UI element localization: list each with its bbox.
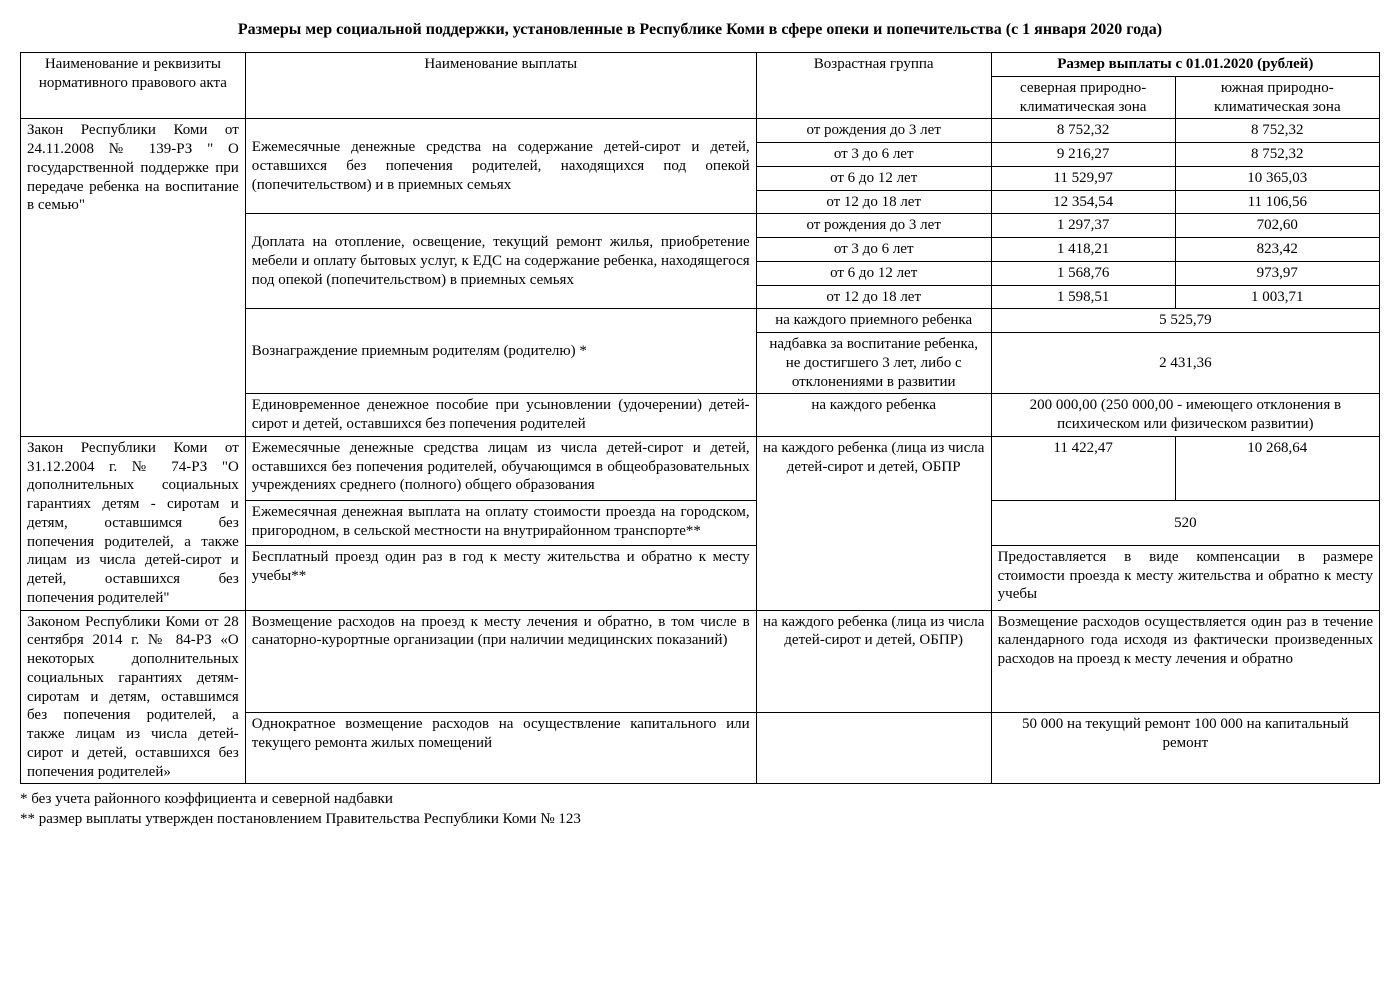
age-cell: от рождения до 3 лет — [756, 214, 991, 238]
south-cell: 8 752,32 — [1175, 143, 1379, 167]
north-cell: 1 568,76 — [991, 261, 1175, 285]
age-cell: на каждого приемного ребенка — [756, 309, 991, 333]
age-cell: от 6 до 12 лет — [756, 261, 991, 285]
south-cell: 10 365,03 — [1175, 166, 1379, 190]
age-cell: от рождения до 3 лет — [756, 119, 991, 143]
age-cell: надбавка за воспитание ребенка, не дости… — [756, 333, 991, 394]
north-cell: 1 418,21 — [991, 238, 1175, 262]
south-cell: 1 003,71 — [1175, 285, 1379, 309]
age-cell — [756, 713, 991, 784]
age-cell: от 12 до 18 лет — [756, 190, 991, 214]
law-cell: Закон Республики Коми от 31.12.2004 г. №… — [21, 436, 246, 610]
page-title: Размеры мер социальной поддержки, устано… — [20, 20, 1380, 40]
table-header-row: Наименование и реквизиты нормативного пр… — [21, 53, 1380, 77]
south-cell: 11 106,56 — [1175, 190, 1379, 214]
header-south: южная природно-климатическая зона — [1175, 76, 1379, 119]
value-cell: 2 431,36 — [991, 333, 1379, 394]
north-cell: 1 598,51 — [991, 285, 1175, 309]
header-north: северная природно-климатическая зона — [991, 76, 1175, 119]
payment-cell: Ежемесячные денежные средства на содержа… — [245, 119, 756, 214]
age-cell: на каждого ребенка (лица из числа детей-… — [756, 610, 991, 713]
age-cell: от 6 до 12 лет — [756, 166, 991, 190]
value-cell: 5 525,79 — [991, 309, 1379, 333]
law-cell: Законом Республики Коми от 28 сентября 2… — [21, 610, 246, 784]
payment-cell: Ежемесячные денежные средства лицам из ч… — [245, 436, 756, 500]
age-cell: на каждого ребенка (лица из числа детей-… — [756, 436, 991, 610]
value-cell: 520 — [991, 501, 1379, 546]
table-row: Закон Республики Коми от 31.12.2004 г. №… — [21, 436, 1380, 500]
south-cell: 702,60 — [1175, 214, 1379, 238]
payment-cell: Возмещение расходов на проезд к месту ле… — [245, 610, 756, 713]
payment-cell: Ежемесячная денежная выплата на оплату с… — [245, 501, 756, 546]
age-cell: на каждого ребенка — [756, 394, 991, 437]
north-cell: 8 752,32 — [991, 119, 1175, 143]
payment-cell: Вознаграждение приемным родителям (родит… — [245, 309, 756, 394]
payment-cell: Единовременное денежное пособие при усын… — [245, 394, 756, 437]
south-cell: 823,42 — [1175, 238, 1379, 262]
header-amount: Размер выплаты с 01.01.2020 (рублей) — [991, 53, 1379, 77]
north-cell: 11 529,97 — [991, 166, 1175, 190]
value-cell: Возмещение расходов осуществляется один … — [991, 610, 1379, 713]
age-cell: от 3 до 6 лет — [756, 143, 991, 167]
header-age: Возрастная группа — [756, 53, 991, 119]
payment-cell: Бесплатный проезд один раз в год к месту… — [245, 545, 756, 610]
north-cell: 12 354,54 — [991, 190, 1175, 214]
south-cell: 10 268,64 — [1175, 436, 1379, 500]
law-cell: Закон Республики Коми от 24.11.2008 № 13… — [21, 119, 246, 437]
age-cell: от 12 до 18 лет — [756, 285, 991, 309]
north-cell: 9 216,27 — [991, 143, 1175, 167]
south-cell: 8 752,32 — [1175, 119, 1379, 143]
value-cell: 50 000 на текущий ремонт 100 000 на капи… — [991, 713, 1379, 784]
header-payment: Наименование выплаты — [245, 53, 756, 119]
age-cell: от 3 до 6 лет — [756, 238, 991, 262]
footnotes: * без учета районного коэффициента и сев… — [20, 790, 1380, 829]
benefits-table: Наименование и реквизиты нормативного пр… — [20, 52, 1380, 784]
page: Размеры мер социальной поддержки, устано… — [0, 0, 1400, 849]
payment-cell: Однократное возмещение расходов на осуще… — [245, 713, 756, 784]
footnote-1: * без учета районного коэффициента и сев… — [20, 790, 1380, 810]
table-row: Закон Республики Коми от 24.11.2008 № 13… — [21, 119, 1380, 143]
header-law: Наименование и реквизиты нормативного пр… — [21, 53, 246, 119]
footnote-2: ** размер выплаты утвержден постановлени… — [20, 810, 1380, 830]
north-cell: 1 297,37 — [991, 214, 1175, 238]
payment-cell: Доплата на отопление, освещение, текущий… — [245, 214, 756, 309]
north-cell: 11 422,47 — [991, 436, 1175, 500]
south-cell: 973,97 — [1175, 261, 1379, 285]
value-cell: Предоставляется в виде компенсации в раз… — [991, 545, 1379, 610]
table-row: Законом Республики Коми от 28 сентября 2… — [21, 610, 1380, 713]
value-cell: 200 000,00 (250 000,00 - имеющего отклон… — [991, 394, 1379, 437]
